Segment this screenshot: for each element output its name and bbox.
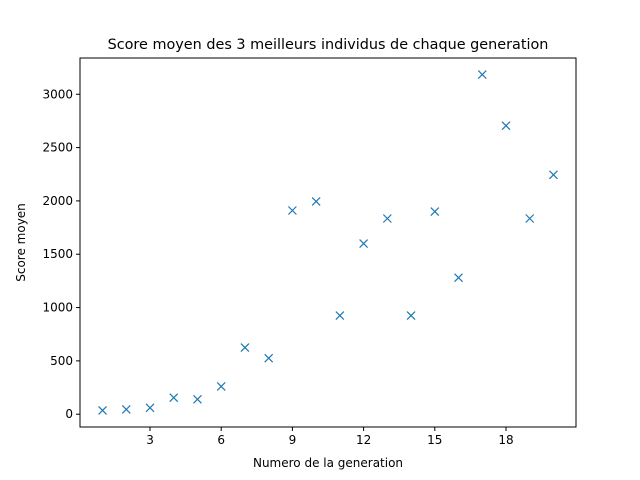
x-tick-label: 12: [356, 433, 371, 447]
data-point: [169, 393, 179, 403]
data-point: [430, 207, 440, 216]
y-axis: 0 500 1000 1500 2000 2500 3000: [42, 87, 80, 421]
data-point: [525, 214, 535, 223]
y-tick-label: 0: [65, 407, 73, 421]
data-point: [287, 206, 297, 215]
data-point: [477, 70, 487, 79]
y-axis-label: Score moyen: [14, 203, 28, 282]
y-tick-label: 500: [50, 354, 73, 368]
data-point: [240, 343, 250, 352]
y-tick-label: 1500: [42, 247, 73, 261]
x-tick-label: 9: [289, 433, 297, 447]
data-point: [406, 311, 416, 320]
y-tick-label: 3000: [42, 87, 73, 101]
data-point: [382, 214, 392, 223]
data-point: [193, 394, 202, 404]
data-point: [359, 239, 369, 248]
x-tick-label: 3: [146, 433, 154, 447]
y-tick-label: 2000: [42, 194, 73, 208]
data-point: [216, 382, 226, 391]
x-tick-label: 15: [427, 433, 442, 447]
data-point: [501, 121, 511, 131]
x-tick-label: 18: [498, 433, 513, 447]
data-point: [121, 404, 131, 414]
data-point: [264, 353, 274, 363]
data-point: [549, 170, 558, 180]
data-point: [335, 311, 345, 320]
y-tick-label: 1000: [42, 301, 73, 315]
plot-frame: [79, 57, 577, 428]
data-points: [98, 70, 558, 415]
data-point: [454, 273, 463, 283]
x-axis-label: Numero de la generation: [253, 456, 403, 470]
x-tick-label: 6: [217, 433, 225, 447]
y-tick-label: 2500: [42, 141, 73, 155]
data-point: [98, 406, 107, 415]
data-point: [145, 403, 155, 413]
chart-title: Score moyen des 3 meilleurs individus de…: [108, 37, 549, 53]
x-axis: 3 6 9 12 15 18: [146, 427, 514, 447]
data-point: [311, 197, 321, 206]
